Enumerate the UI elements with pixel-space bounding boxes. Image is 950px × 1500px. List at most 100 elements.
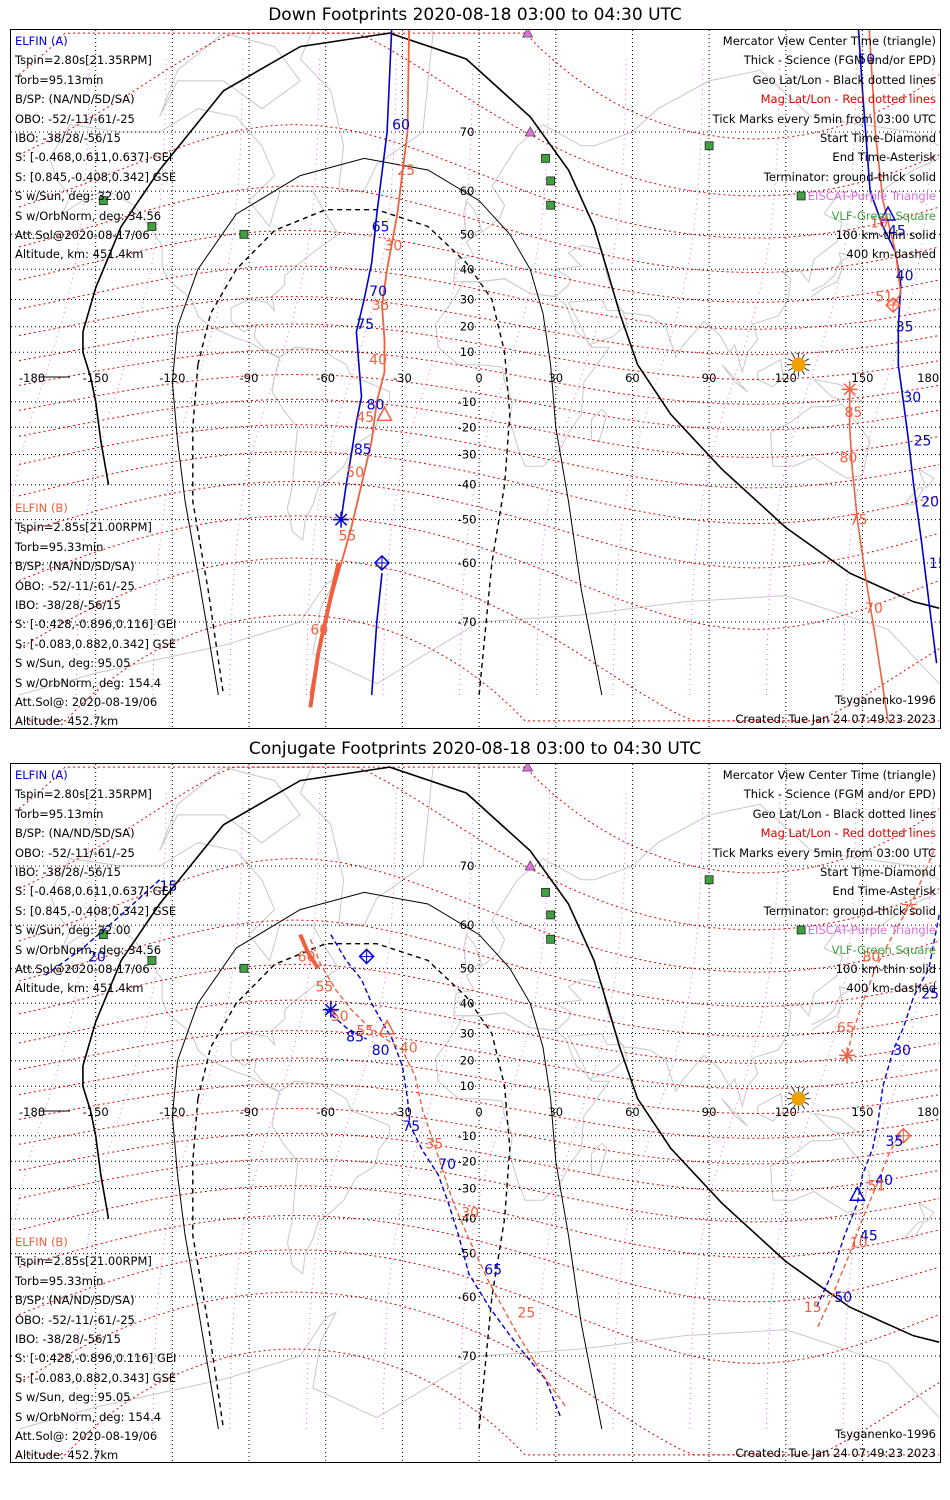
vlf-square-icon <box>546 200 556 210</box>
legend-line: 100 km-thin solid <box>835 227 936 242</box>
lat-tick-label: 20 <box>460 1054 475 1068</box>
elfin-a-heading: ELFIN (A) <box>15 34 68 48</box>
lon-tick-label: 60 <box>625 371 640 385</box>
elfin-b-info-line: S w/OrbNorm, deg: 154.4 <box>15 1409 162 1424</box>
lat-tick-label: 30 <box>460 1026 475 1040</box>
terminator-ground <box>82 766 940 1343</box>
elfin-b-info-line: Altitude: 452.7km <box>15 1448 119 1463</box>
lat-tick-label: -50 <box>458 513 477 527</box>
vlf-square-icon <box>541 153 550 163</box>
lat-tick-label: -30 <box>458 1182 477 1196</box>
elfin-b-tick-label: 75 <box>850 513 868 529</box>
elfin-a-info-line: OBO: -52/-11/-61/-25 <box>15 111 135 126</box>
elfin-a-info-line: Tspin=2.80s[21.35RPM] <box>15 53 152 68</box>
elfin-a-info-line: S w/Sun, deg: 32.00 <box>15 189 131 204</box>
elfin-b-tick-label: 40 <box>369 353 387 369</box>
elfin-b-tick-label: 25 <box>397 163 415 179</box>
elfin-a-tick-label: 85 <box>346 1029 364 1045</box>
legend-line: Tick Marks every 5min from 03:00 UTC <box>712 111 936 126</box>
elfin-a-tick-label: 80 <box>367 397 385 413</box>
elfin-a-info-line: S w/Sun, deg: 32.00 <box>15 923 131 938</box>
lat-tick-label: 20 <box>460 320 475 334</box>
vlf-square-icon <box>239 229 249 239</box>
elfin-b-info-line: S w/Sun, deg: 95.05 <box>15 656 131 671</box>
vlf-square-icon <box>147 956 157 965</box>
legend-line: 400 km-dashed <box>846 247 936 262</box>
lon-tick-label: -90 <box>240 371 259 385</box>
legend-line: End Time-Asterisk <box>832 884 936 899</box>
elfin-a-info-line: IBO: -38/28/-56/15 <box>15 130 121 145</box>
lon-tick-label: -30 <box>393 371 412 385</box>
lat-tick-label: 50 <box>460 961 475 975</box>
elfin-a-info-line: B/SP: (NA/ND/SD/SA) <box>15 92 135 107</box>
legend-line: Mag Lat/Lon - Red dotted lines <box>760 92 936 107</box>
elfin-a-tick-label: 40 <box>896 269 914 285</box>
legend-line: EISCAT-Purple Triangle <box>807 923 936 938</box>
elfin-b-tick-label: 10 <box>850 1236 868 1252</box>
center-time-triangle-icon <box>879 205 897 221</box>
lat-tick-label: 40 <box>460 262 475 276</box>
elfin-b-heading: ELFIN (B) <box>15 501 68 515</box>
lon-tick-label: 30 <box>548 1105 563 1119</box>
elfin-a-tick-label: 15 <box>160 879 178 895</box>
elfin-a-tick-label: 40 <box>875 1173 893 1189</box>
elfin-a-info-line: S: [0.845,-0.408,0.342] GSE <box>15 169 177 184</box>
elfin-b-info-line: OBO: -52/-11/-61/-25 <box>15 1312 135 1327</box>
elfin-a-tick-label: 85 <box>354 442 372 458</box>
model-name: Tsyganenko-1996 <box>835 693 936 707</box>
lat-tick-label: -20 <box>458 1154 477 1168</box>
elfin-b-heading: ELFIN (B) <box>15 1235 68 1249</box>
elfin-b-info-line: Torb=95.33min <box>15 539 104 554</box>
elfin-a-tick-label: 35 <box>896 320 914 336</box>
lat-tick-label: 60 <box>460 184 475 198</box>
lon-tick-label: 60 <box>625 1105 640 1119</box>
lon-tick-label: -150 <box>83 371 109 385</box>
start-time-diamond-icon <box>373 554 391 571</box>
elfin-b-tick-label: 51 <box>868 1179 886 1195</box>
elfin-b-tick-label: 80 <box>839 450 857 466</box>
elfin-b-tick-label: 55 <box>315 980 333 996</box>
legend-line: Start Time-Diamond <box>820 130 936 145</box>
lon-tick-label: -30 <box>393 1105 412 1119</box>
lat-tick-label: -50 <box>458 1247 477 1261</box>
legend-line: EISCAT-Purple Triangle <box>807 189 936 204</box>
elfin-b-tick-label: 70 <box>865 601 883 617</box>
elfin-a-tick-label: 65 <box>372 219 390 235</box>
legend-line: Mercator View Center Time (triangle) <box>722 34 936 48</box>
lat-tick-label: -10 <box>458 1129 477 1143</box>
lat-tick-label: -20 <box>458 420 477 434</box>
legend-line: Mag Lat/Lon - Red dotted lines <box>760 826 936 841</box>
elfin-a-info: ELFIN (A) Tspin=2.80s[21.35RPM] Torb=95.13… <box>15 766 176 999</box>
vlf-square-icon <box>546 934 556 944</box>
legend-line: Terminator: ground-thick solid <box>763 903 936 918</box>
vlf-square-icon <box>796 191 806 201</box>
end-time-asterisk-icon <box>334 513 348 526</box>
elfin-b-info-line: Att.Sol@: 2020-08-19/06 <box>15 1428 158 1443</box>
elfin-b-info-line: IBO: -38/28/-56/15 <box>15 597 121 612</box>
elfin-a-tick-label: 70 <box>369 284 387 300</box>
elfin-a-tick-label: 15 <box>929 556 941 572</box>
lon-tick-label: -150 <box>83 1105 109 1119</box>
eiscat-triangle-icon <box>524 126 536 137</box>
legend-line: Geo Lat/Lon - Black dotted lines <box>752 72 936 87</box>
lon-tick-label: -90 <box>240 1105 259 1119</box>
elfin-b-tick-label: 30 <box>385 238 403 254</box>
vlf-square-icon <box>239 963 249 973</box>
legend-line: Thick - Science (FGM and/or EPD) <box>743 53 936 68</box>
sun-icon <box>786 352 811 377</box>
elfin-a-info: ELFIN (A) Tspin=2.80s[21.35RPM] Torb=95.13… <box>15 32 176 265</box>
panel-title-conjugate: Conjugate Footprints 2020-08-18 03:00 to… <box>248 739 702 759</box>
panel-title-down: Down Footprints 2020-08-18 03:00 to 04:3… <box>268 5 682 25</box>
elfin-b-tick-label: 51 <box>875 290 893 306</box>
legend-line: Tick Marks every 5min from 03:00 UTC <box>712 845 936 860</box>
eiscat-triangle-icon <box>521 30 534 38</box>
elfin-a-info-line: Altitude, km: 451.4km <box>15 247 144 262</box>
eiscat-triangle-icon <box>524 860 536 871</box>
center-time-triangle-icon <box>378 1019 396 1035</box>
map-canvas: -180 -150 -120 -90 -60 -30 0 30 60 90 120 150 180706… <box>11 30 941 728</box>
lat-tick-label: 30 <box>460 292 475 306</box>
elfin-a-info-line: S: [-0.468,0.611,0.637] GEI <box>15 884 173 899</box>
elfin-a-tick-label: 50 <box>834 1290 852 1306</box>
elfin-b-tick-label: 35 <box>372 298 390 314</box>
elfin-a-info-line: IBO: -38/28/-56/15 <box>15 864 121 879</box>
